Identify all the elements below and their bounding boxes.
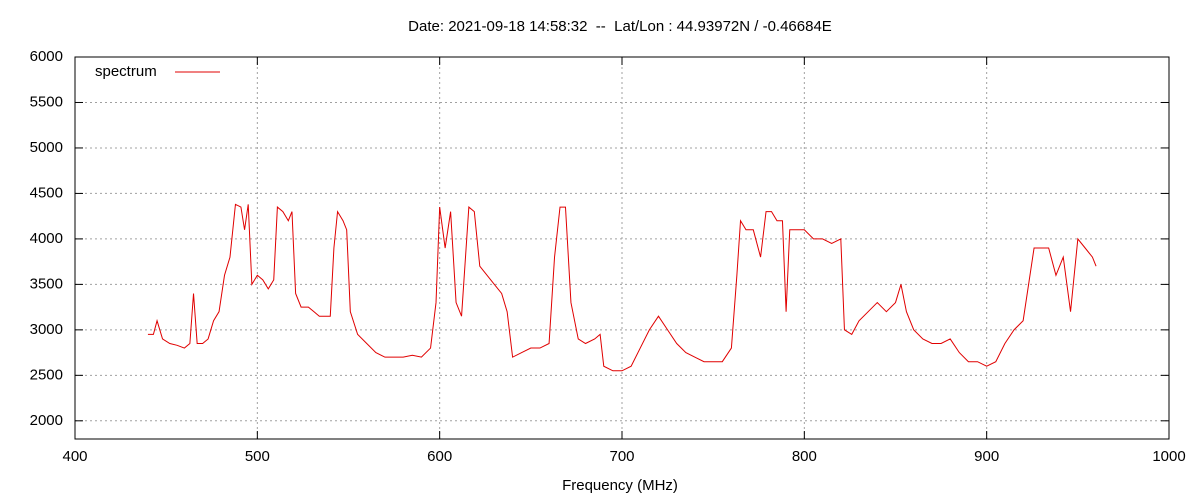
x-tick-label: 600 (427, 448, 452, 465)
x-tick-label: 700 (609, 448, 634, 465)
x-tick-label: 500 (245, 448, 270, 465)
x-tick-label: 900 (974, 448, 999, 465)
x-tick-label: 400 (62, 448, 87, 465)
plot-frame (74, 56, 1170, 440)
y-tick-label: 3000 (30, 321, 63, 338)
x-axis-label: Frequency (MHz) (562, 477, 678, 494)
legend-label: spectrum (95, 63, 157, 80)
y-tick-label: 5000 (30, 139, 63, 156)
x-tick-label: 800 (792, 448, 817, 465)
x-tick-label: 1000 (1152, 448, 1185, 465)
spectrum-line (147, 203, 1097, 372)
y-tick-label: 4000 (30, 230, 63, 247)
y-tick-label: 2000 (30, 412, 63, 429)
y-tick-label: 5500 (30, 93, 63, 110)
y-tick-label: 6000 (30, 48, 63, 65)
chart-title: Date: 2021-09-18 14:58:32 -- Lat/Lon : 4… (408, 18, 832, 35)
y-tick-label: 2500 (30, 366, 63, 383)
y-tick-label: 3500 (30, 275, 63, 292)
y-tick-label: 4500 (30, 184, 63, 201)
